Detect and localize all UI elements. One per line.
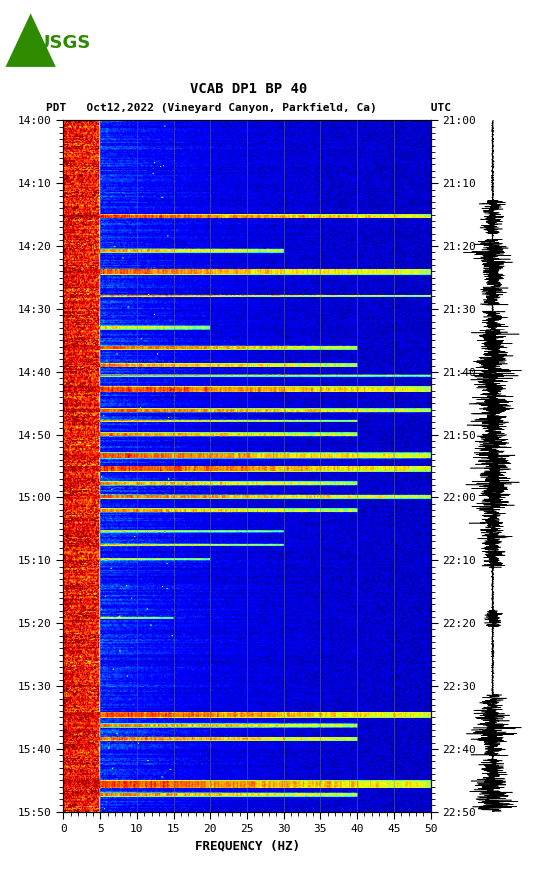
Text: PDT   Oct12,2022 (Vineyard Canyon, Parkfield, Ca)        UTC: PDT Oct12,2022 (Vineyard Canyon, Parkfie… — [46, 103, 451, 113]
Text: USGS: USGS — [36, 34, 91, 52]
Text: VCAB DP1 BP 40: VCAB DP1 BP 40 — [190, 82, 307, 96]
Polygon shape — [6, 13, 56, 67]
X-axis label: FREQUENCY (HZ): FREQUENCY (HZ) — [194, 839, 300, 852]
